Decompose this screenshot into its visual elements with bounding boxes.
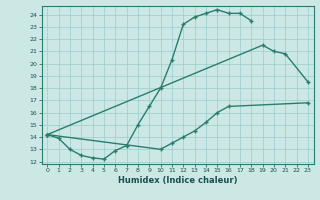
X-axis label: Humidex (Indice chaleur): Humidex (Indice chaleur) xyxy=(118,176,237,185)
